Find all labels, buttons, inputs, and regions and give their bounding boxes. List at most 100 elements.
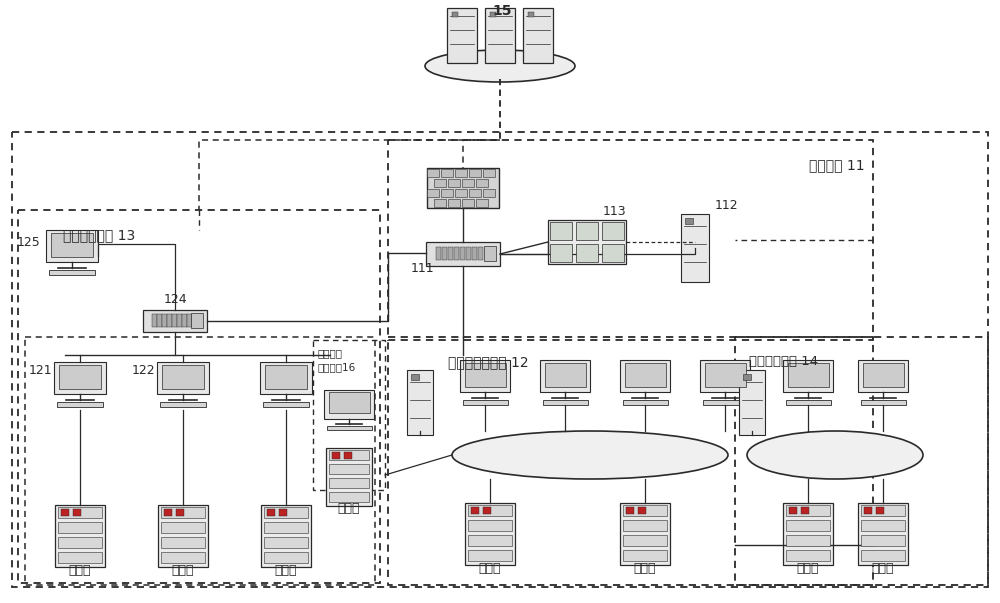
Bar [447, 8, 477, 63]
Bar [167, 314, 172, 326]
Bar [59, 365, 101, 389]
Bar [329, 492, 369, 502]
Bar [160, 402, 206, 407]
Bar [623, 400, 668, 405]
Bar [58, 522, 102, 533]
Ellipse shape [452, 431, 728, 479]
Bar [442, 247, 447, 260]
Bar [638, 507, 646, 514]
Bar [182, 314, 187, 326]
Bar [161, 507, 205, 518]
Bar [25, 337, 375, 585]
Bar [329, 392, 370, 413]
Bar [58, 537, 102, 548]
Bar [61, 509, 69, 516]
Text: 控制器: 控制器 [872, 563, 894, 575]
Bar [623, 535, 667, 546]
Bar [267, 509, 275, 516]
Bar [344, 452, 352, 459]
Bar [162, 314, 167, 326]
Bar [876, 507, 884, 514]
Bar [388, 140, 873, 340]
Bar [620, 503, 670, 565]
Bar [550, 222, 572, 240]
Text: 111: 111 [411, 262, 435, 274]
Bar [426, 242, 500, 266]
Bar [739, 370, 765, 435]
Bar [602, 222, 624, 240]
Bar [861, 400, 906, 405]
Bar [157, 362, 209, 394]
Bar [18, 210, 380, 583]
Bar [329, 450, 369, 460]
Text: 控制器: 控制器 [69, 563, 91, 576]
Bar [332, 452, 340, 459]
Bar [460, 360, 510, 392]
Bar [411, 374, 419, 380]
Bar [463, 400, 508, 405]
Bar [164, 509, 172, 516]
Bar [861, 505, 905, 516]
Bar [468, 535, 512, 546]
Ellipse shape [747, 431, 923, 479]
Bar [465, 503, 515, 565]
Bar [441, 189, 453, 197]
Bar [483, 507, 491, 514]
Bar [468, 550, 512, 561]
Bar [483, 169, 495, 177]
Bar [436, 247, 441, 260]
Bar [469, 189, 481, 197]
Bar [434, 179, 446, 187]
Bar [326, 448, 372, 506]
Bar [264, 537, 308, 548]
Text: 控制器: 控制器 [172, 563, 194, 576]
Bar [143, 310, 207, 332]
Text: 112: 112 [715, 199, 739, 212]
Text: 124: 124 [163, 293, 187, 306]
Bar [441, 169, 453, 177]
Bar [472, 247, 477, 260]
Bar [327, 426, 372, 430]
Bar [468, 520, 512, 531]
Bar [858, 360, 908, 392]
Bar [620, 360, 670, 392]
Bar [329, 464, 369, 474]
Bar [264, 507, 308, 518]
Bar [324, 390, 374, 419]
Bar [623, 520, 667, 531]
Bar [158, 505, 208, 567]
Bar [465, 363, 506, 387]
Bar [427, 169, 439, 177]
Bar [54, 362, 106, 394]
Bar [466, 247, 471, 260]
Bar [452, 12, 458, 17]
Bar [462, 199, 474, 207]
Bar [260, 362, 312, 394]
Text: 控制器: 控制器 [275, 563, 297, 576]
Bar [626, 507, 634, 514]
Text: 121: 121 [28, 364, 52, 376]
Bar [484, 245, 496, 261]
Bar [801, 507, 809, 514]
Bar [485, 8, 515, 63]
Bar [576, 244, 598, 262]
Bar [576, 222, 598, 240]
Bar [152, 314, 157, 326]
Bar [528, 12, 534, 17]
Bar [469, 169, 481, 177]
Text: 公用工程中心 13: 公用工程中心 13 [63, 228, 135, 242]
Text: 冷端控制中心 14: 冷端控制中心 14 [749, 355, 818, 368]
Bar [261, 505, 311, 567]
Bar [448, 179, 460, 187]
Bar [177, 314, 182, 326]
Bar [55, 505, 105, 567]
Bar [483, 189, 495, 197]
Bar [864, 507, 872, 514]
Bar [265, 365, 307, 389]
Bar [46, 230, 98, 262]
Bar [545, 363, 586, 387]
Bar [51, 233, 93, 257]
Bar [490, 12, 496, 17]
Bar [861, 535, 905, 546]
Bar [681, 214, 709, 282]
